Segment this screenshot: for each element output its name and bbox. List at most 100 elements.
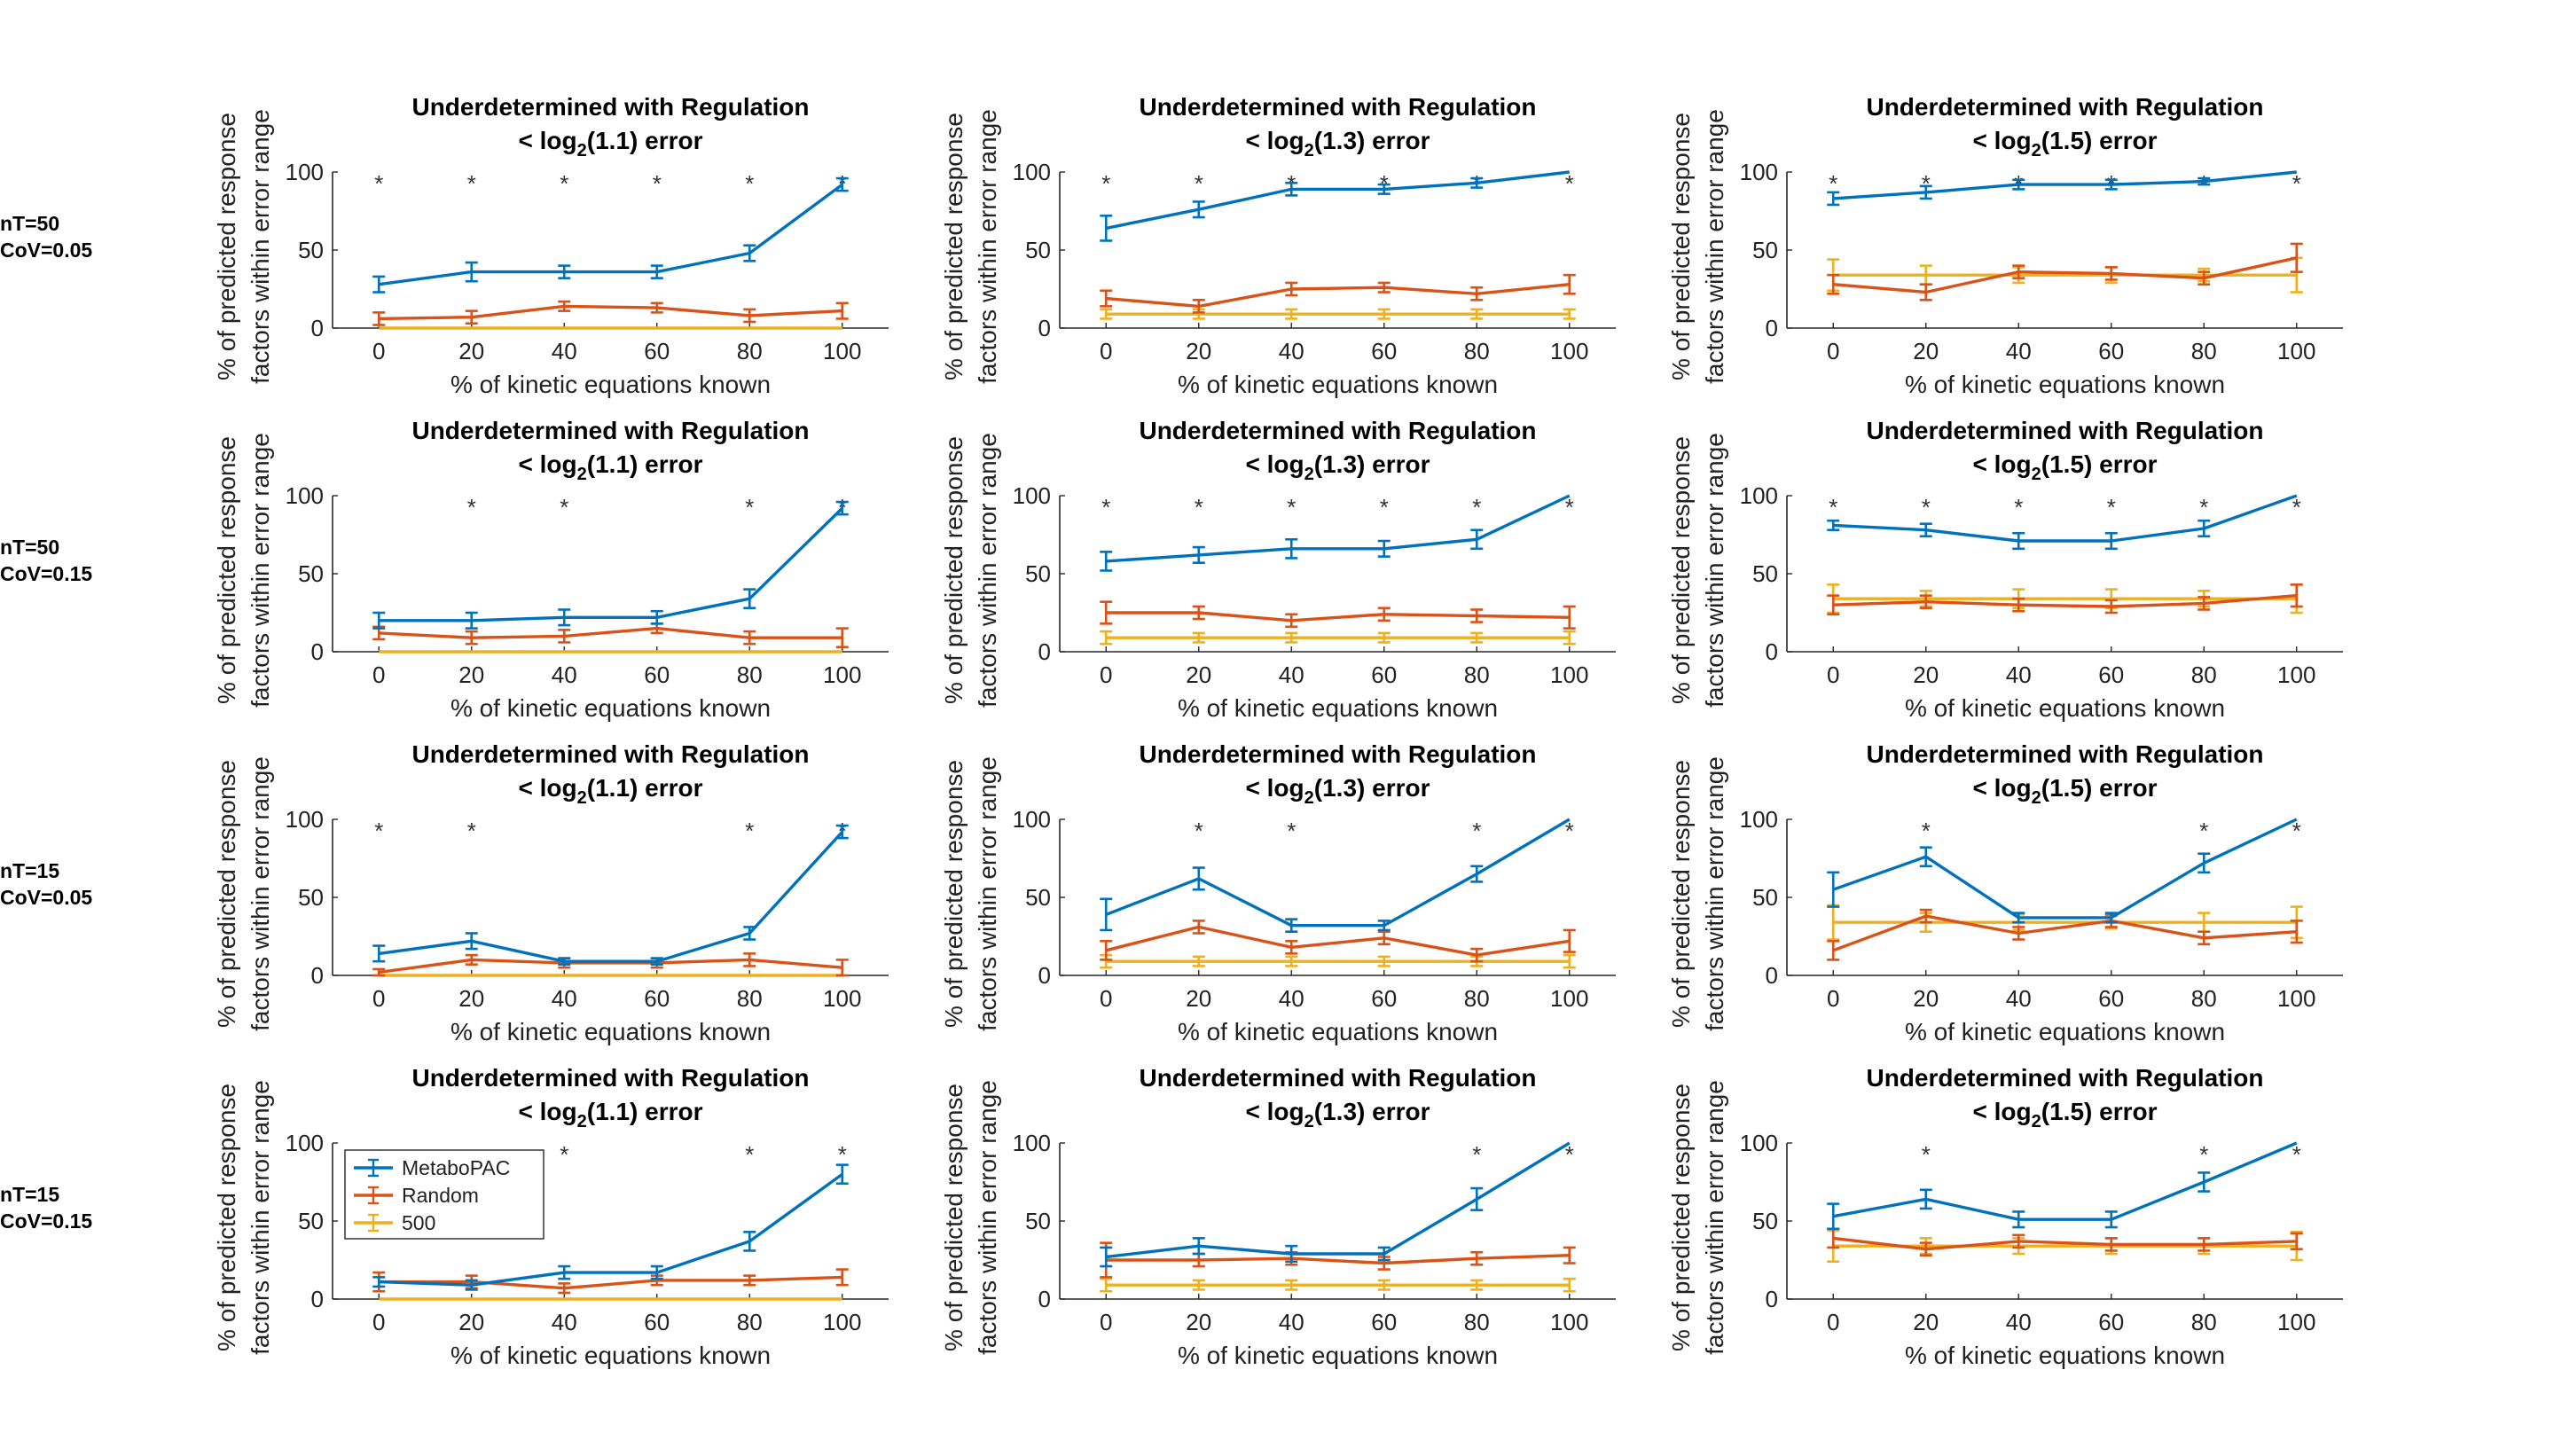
y-axis-label-line: % of predicted response — [1667, 1084, 1695, 1351]
error-bar — [1919, 908, 1932, 924]
series-metabopac — [1100, 494, 1571, 572]
error-bar — [650, 264, 663, 279]
x-axis-label: % of kinetic equations known — [1178, 694, 1498, 722]
error-bar — [1192, 866, 1205, 891]
x-tick-label: 0 — [1100, 338, 1112, 364]
x-tick-label: 60 — [1371, 338, 1397, 364]
y-tick-label: 100 — [1013, 482, 1051, 509]
error-bar — [2198, 930, 2211, 946]
y-axis-label: % of predicted response factors within er… — [1667, 1080, 1728, 1355]
subplot-title-line2: < log2(1.3) error — [1246, 450, 1430, 484]
error-bar — [1285, 537, 1298, 560]
error-bar — [558, 608, 571, 627]
error-bar — [2290, 1232, 2303, 1250]
error-bar — [650, 1264, 663, 1280]
y-axis-label-line: % of predicted response — [1667, 436, 1695, 704]
x-tick-label: 20 — [458, 1309, 484, 1335]
y-axis-label-line: factors within error range — [974, 756, 1001, 1031]
x-tick-label: 40 — [552, 1309, 577, 1335]
significance-star: * — [838, 1141, 847, 1168]
error-bar — [558, 1264, 571, 1280]
y-axis-label: % of predicted response factors within er… — [213, 109, 274, 384]
error-bar — [2104, 531, 2118, 551]
error-bar — [1285, 955, 1298, 967]
subplot-title-line1: Underdetermined with Regulation — [1139, 417, 1536, 444]
legend-label: MetaboPAC — [402, 1156, 510, 1179]
subplot-title-line1: Underdetermined with Regulation — [411, 740, 809, 768]
title-error-text: (1.1) error — [587, 450, 703, 478]
x-tick-label: 60 — [2098, 338, 2124, 364]
x-tick-label: 60 — [1371, 985, 1397, 1012]
y-axis-label-line: % of predicted response — [213, 436, 240, 704]
error-bar — [558, 957, 571, 966]
x-tick-label: 0 — [372, 661, 385, 688]
error-bar — [1192, 955, 1205, 967]
legend-item: MetaboPAC — [354, 1156, 510, 1179]
significance-star: * — [1472, 1141, 1481, 1168]
error-bar — [1285, 308, 1298, 320]
series-line — [1833, 256, 2298, 294]
subplot-title-line1: Underdetermined with Regulation — [1866, 417, 2263, 444]
title-error-text: (1.3) error — [1314, 127, 1430, 154]
title-error-text: (1.3) error — [1314, 774, 1430, 802]
subplot-title-line1: Underdetermined with Regulation — [1139, 740, 1536, 768]
series-line — [379, 830, 844, 963]
series-metabopac — [1100, 818, 1571, 934]
series-line — [379, 1275, 842, 1290]
significance-star: * — [1287, 818, 1296, 844]
significance-star: * — [745, 1141, 754, 1168]
error-bar — [1827, 273, 1840, 295]
title-subscript: 2 — [1304, 788, 1314, 808]
subplot-r2-c1: Underdetermined with Regulation < log2(1.… — [940, 740, 1616, 1045]
error-bar — [1919, 594, 1932, 610]
significance-star: * — [2014, 494, 2023, 521]
series-random — [1827, 242, 2303, 301]
error-bar — [372, 967, 386, 977]
row-label-line: nT=15 — [0, 1183, 59, 1206]
title-error-text: (1.1) error — [587, 774, 703, 802]
y-tick-label: 0 — [1766, 1286, 1778, 1312]
title-subscript: 2 — [2032, 788, 2041, 808]
error-bar — [2012, 531, 2025, 551]
error-bar — [1563, 273, 1576, 295]
significance-star: * — [1101, 170, 1110, 197]
error-bar — [1470, 608, 1484, 623]
significance-star: * — [2292, 494, 2301, 521]
significance-star: * — [1195, 170, 1203, 197]
y-axis-label: % of predicted response factors within er… — [213, 433, 274, 708]
error-bar — [743, 588, 756, 610]
title-log-text: < log — [1246, 1098, 1304, 1125]
y-axis-label: % of predicted response factors within er… — [1667, 433, 1728, 708]
subplot-title-line2: < log2(1.3) error — [1246, 774, 1430, 808]
subplot-title-line2: < log2(1.5) error — [1973, 1098, 2158, 1131]
error-bar — [1100, 551, 1113, 572]
series-line — [1105, 170, 1570, 231]
subplot-title-line2: < log2(1.3) error — [1246, 1098, 1430, 1131]
error-bar — [372, 275, 386, 294]
title-subscript: 2 — [2032, 141, 2041, 160]
title-subscript: 2 — [1304, 1112, 1314, 1131]
y-tick-label: 50 — [1025, 560, 1051, 587]
error-bar — [1470, 947, 1484, 963]
error-bar — [1100, 289, 1113, 308]
error-bar — [835, 301, 849, 320]
error-bar — [2198, 176, 2211, 186]
subplot-title-line2: < log2(1.1) error — [519, 1098, 703, 1131]
x-tick-label: 20 — [458, 985, 484, 1012]
error-bar — [743, 244, 756, 262]
y-tick-label: 0 — [1038, 315, 1051, 341]
error-bar — [2198, 1171, 2211, 1193]
error-bar — [1470, 631, 1484, 644]
x-tick-label: 0 — [372, 338, 385, 364]
error-bar — [1100, 308, 1113, 320]
y-tick-label: 100 — [1740, 1130, 1778, 1156]
subplot-r1-c2: Underdetermined with Regulation < log2(1.… — [1667, 417, 2343, 722]
error-bar — [2290, 920, 2303, 944]
x-tick-label: 80 — [737, 661, 763, 688]
y-tick-label: 50 — [1025, 237, 1051, 263]
error-bar — [465, 932, 478, 951]
series-random — [1827, 908, 2303, 961]
y-tick-label: 0 — [1766, 638, 1778, 665]
